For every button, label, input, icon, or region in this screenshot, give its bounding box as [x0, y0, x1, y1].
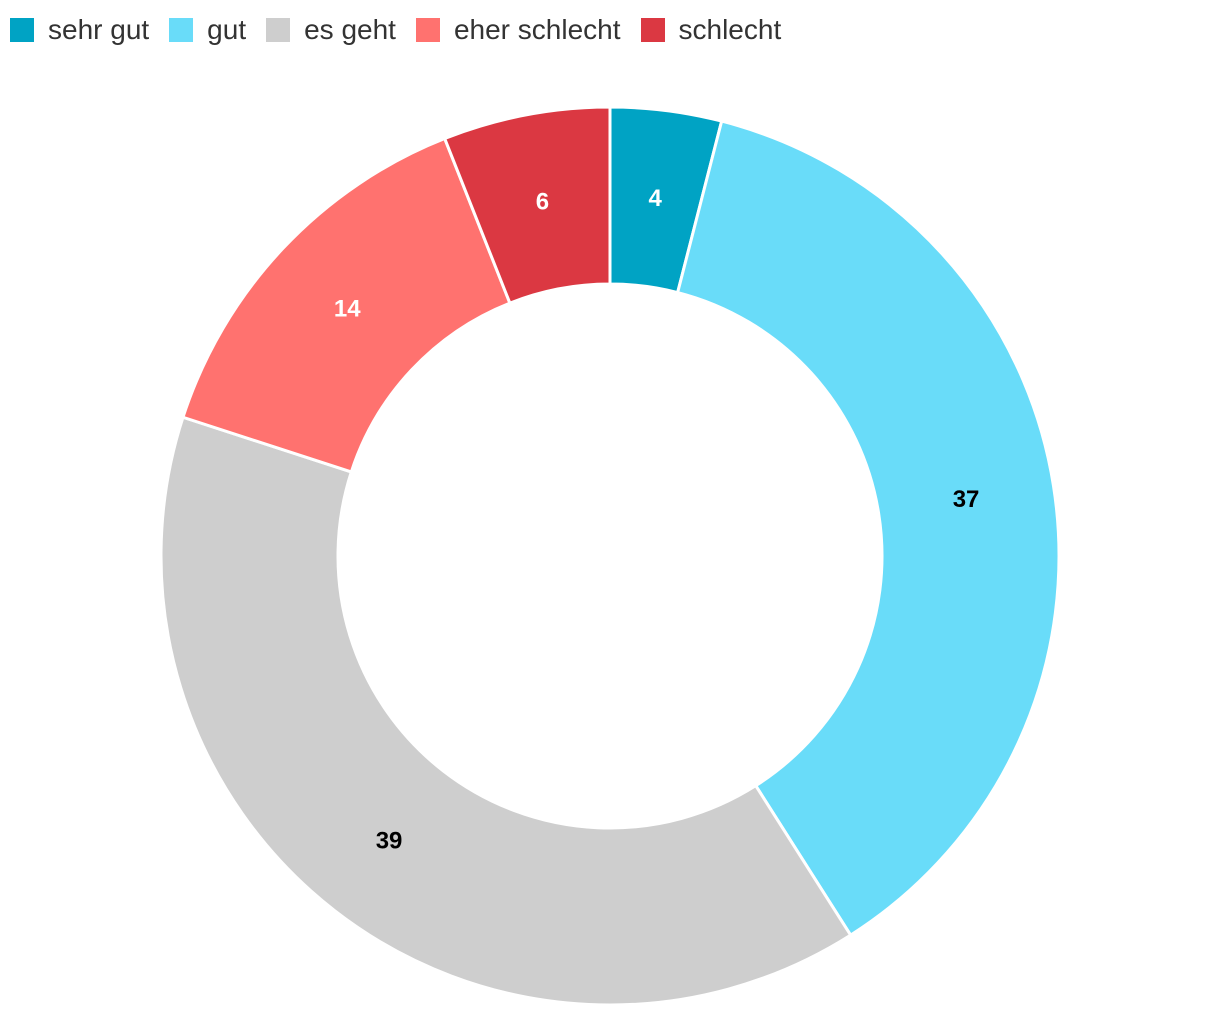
slice-value-label-eher-schlecht: 14 — [334, 296, 361, 323]
legend-label-schlecht: schlecht — [678, 14, 782, 45]
donut-slice-eher-schlecht[interactable] — [181, 137, 512, 474]
legend-label-gut: gut — [207, 14, 247, 45]
legend-label-eher-schlecht: eher schlecht — [453, 14, 621, 45]
legend-item-eher-schlecht[interactable]: eher schlecht — [415, 12, 621, 48]
legend-swatch-eher-schlecht — [415, 18, 440, 42]
legend-item-sehr-gut[interactable]: sehr gut — [10, 12, 149, 48]
legend-item-gut[interactable]: gut — [169, 12, 246, 48]
legend-label-sehr-gut: sehr gut — [48, 14, 150, 45]
slice-value-label-schlecht: 6 — [536, 188, 549, 215]
donut-slice-es-geht[interactable] — [159, 415, 853, 1007]
chart-legend: sehr gut gut es geht eher schlecht schle… — [10, 12, 801, 48]
legend-item-es-geht[interactable]: es geht — [266, 12, 396, 48]
donut-slice-gut[interactable] — [676, 119, 1061, 937]
legend-swatch-sehr-gut — [10, 18, 34, 42]
donut-slices — [159, 105, 1061, 1007]
donut-labels: 4 37 39 14 6 — [334, 185, 980, 855]
donut-slice-schlecht[interactable] — [443, 105, 612, 305]
slice-value-label-es-geht: 39 — [376, 827, 403, 854]
legend-label-es-geht: es geht — [304, 14, 396, 45]
legend-swatch-gut — [169, 18, 194, 42]
slice-value-label-gut: 37 — [953, 486, 980, 513]
slice-value-label-sehr-gut: 4 — [649, 185, 663, 212]
legend-item-schlecht[interactable]: schlecht — [640, 12, 782, 48]
legend-swatch-es-geht — [266, 18, 291, 42]
legend-swatch-schlecht — [640, 18, 665, 42]
